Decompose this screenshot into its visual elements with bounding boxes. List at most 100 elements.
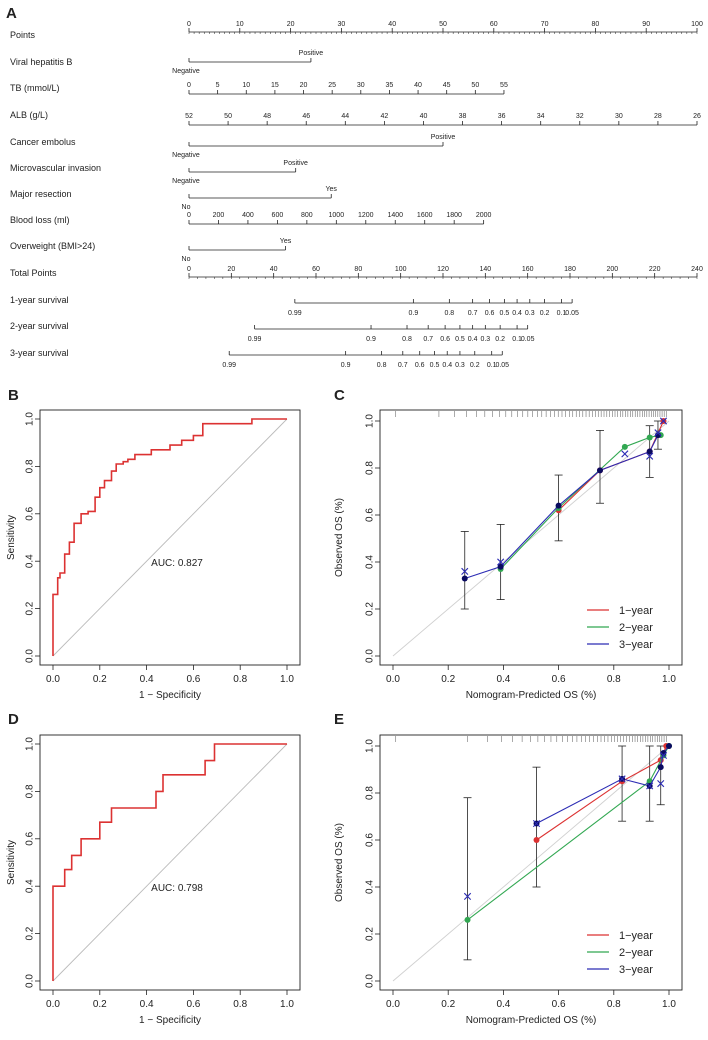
row-label: 1-year survival xyxy=(10,295,69,305)
x-tick-label: 1.0 xyxy=(662,999,676,1010)
tick-label: 48 xyxy=(263,113,271,120)
tick-label: 20 xyxy=(300,82,308,89)
tick-label: 50 xyxy=(439,21,447,28)
y-tick-label: 0.8 xyxy=(365,461,376,475)
tick-label: 1600 xyxy=(417,212,433,219)
tick-label: 0.2 xyxy=(495,336,505,343)
tick-label: 30 xyxy=(338,21,346,28)
tick-label: 0.1 xyxy=(512,336,522,343)
y-axis-label: Observed OS (%) xyxy=(334,823,345,902)
tick-label: 0.05 xyxy=(521,336,535,343)
y-tick-label: 0.8 xyxy=(25,459,36,473)
series-1-year-point xyxy=(533,837,540,843)
tick-label: 0.8 xyxy=(444,310,454,317)
tick-label: 26 xyxy=(693,113,701,120)
level-label: Positive xyxy=(283,160,308,167)
tick-label: 55 xyxy=(500,82,508,89)
tick-label: 28 xyxy=(654,113,662,120)
tick-label: 25 xyxy=(328,82,336,89)
tick-label: 2000 xyxy=(476,212,492,219)
x-tick-label: 0.8 xyxy=(607,674,621,685)
tick-label: 0 xyxy=(187,212,191,219)
tick-label: 0.5 xyxy=(430,362,440,369)
x-tick-label: 1.0 xyxy=(662,674,676,685)
x-tick-label: 0.2 xyxy=(441,674,455,685)
tick-label: 800 xyxy=(301,212,313,219)
apparent-cross xyxy=(463,892,472,900)
series-3-year-point xyxy=(646,448,653,455)
level-label: Negative xyxy=(172,178,200,185)
level-label: Positive xyxy=(431,134,456,141)
x-tick-label: 0.6 xyxy=(186,999,200,1010)
tick-label: 50 xyxy=(224,113,232,120)
tick-label: 220 xyxy=(649,266,661,273)
tick-label: 90 xyxy=(642,21,650,28)
y-axis-label: Sensitivity xyxy=(6,840,17,885)
tick-label: 0.3 xyxy=(525,310,535,317)
x-tick-label: 0.6 xyxy=(186,674,200,685)
tick-label: 0.9 xyxy=(366,336,376,343)
apparent-cross xyxy=(461,567,469,575)
level-label: No xyxy=(182,256,191,263)
y-tick-label: 0.4 xyxy=(25,879,36,893)
tick-label: 10 xyxy=(236,21,244,28)
tick-label: 40 xyxy=(270,266,278,273)
tick-label: 34 xyxy=(537,113,545,120)
tick-label: 0.6 xyxy=(415,362,425,369)
tick-label: 0 xyxy=(187,21,191,28)
tick-label: 60 xyxy=(312,266,320,273)
tick-label: 180 xyxy=(564,266,576,273)
tick-label: 15 xyxy=(271,82,279,89)
row-label: Blood loss (ml) xyxy=(10,215,70,225)
level-label: No xyxy=(182,204,191,211)
row-label: Overweight (BMI>24) xyxy=(10,241,95,251)
row-label: Microvascular invasion xyxy=(10,163,101,173)
apparent-cross xyxy=(646,452,654,460)
tick-label: 0.7 xyxy=(398,362,408,369)
tick-label: 5 xyxy=(216,82,220,89)
x-tick-label: 0.8 xyxy=(607,999,621,1010)
tick-label: 0.3 xyxy=(480,336,490,343)
roc-panel-b: B 0.0 0.2 0.4 0.6 0.8 1.0 0.0 0.2 0.4 0.6 0.8 1.0 1 … xyxy=(6,387,301,701)
x-tick-label: 1.0 xyxy=(280,999,294,1010)
row-label: Points xyxy=(10,30,36,40)
row-label: Cancer embolus xyxy=(10,137,76,147)
series-2-year-line xyxy=(467,745,670,921)
tick-label: 32 xyxy=(576,113,584,120)
tick-label: 0 xyxy=(187,82,191,89)
x-tick-label: 1.0 xyxy=(280,674,294,685)
tick-label: 0.6 xyxy=(440,336,450,343)
tick-label: 0.6 xyxy=(485,310,495,317)
series-2-year-point xyxy=(464,916,471,923)
tick-label: 80 xyxy=(592,21,600,28)
tick-label: 100 xyxy=(395,266,407,273)
tick-label: 0 xyxy=(187,266,191,273)
y-axis-label: Sensitivity xyxy=(6,515,17,560)
series-3-year-point xyxy=(666,743,672,749)
series-3-year-point xyxy=(555,502,562,509)
tick-label: 0.7 xyxy=(468,310,478,317)
y-tick-label: 0.0 xyxy=(365,974,376,988)
roc-curve xyxy=(52,418,287,656)
y-tick-label: 0.6 xyxy=(365,508,376,522)
y-tick-label: 0.6 xyxy=(25,831,36,845)
x-tick-label: 0.0 xyxy=(46,674,60,685)
roc-panel-d: D 0.0 0.2 0.4 0.6 0.8 1.0 0.0 0.2 0.4 0.6 0.8 1.0 1 … xyxy=(6,711,301,1026)
tick-label: 38 xyxy=(459,113,467,120)
x-tick-label: 0.4 xyxy=(140,999,154,1010)
tick-label: 50 xyxy=(471,82,479,89)
level-label: Yes xyxy=(280,238,292,245)
tick-label: 0.5 xyxy=(500,310,510,317)
y-tick-label: 0.4 xyxy=(365,555,376,569)
apparent-cross xyxy=(532,819,541,828)
tick-label: 10 xyxy=(242,82,250,89)
x-tick-label: 0.0 xyxy=(386,999,400,1010)
reference-diagonal xyxy=(52,743,288,982)
y-axis-label: Observed OS (%) xyxy=(334,498,345,577)
plot-frame xyxy=(379,734,683,991)
tick-label: 0.4 xyxy=(512,310,522,317)
x-tick-label: 0.8 xyxy=(233,674,247,685)
x-tick-label: 0.2 xyxy=(93,674,107,685)
y-tick-label: 0.4 xyxy=(365,880,376,894)
